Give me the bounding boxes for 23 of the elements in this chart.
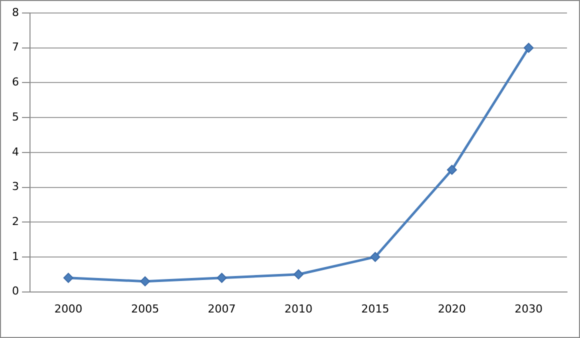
point	[446, 164, 457, 175]
point	[524, 42, 534, 53]
point	[216, 272, 227, 283]
y-tick-label: 0	[12, 284, 19, 298]
point	[140, 276, 150, 286]
point	[370, 252, 380, 262]
y-tick-label: 2	[12, 214, 19, 228]
point	[63, 272, 74, 283]
x-tick-label: 2007	[208, 302, 236, 316]
y-tick-label: 5	[12, 110, 19, 124]
x-tick-label: 2005	[131, 302, 160, 316]
x-tick-label: 2010	[284, 302, 312, 316]
y-tick-label: 8	[12, 6, 19, 19]
y-tick-label: 1	[12, 250, 19, 263]
y-tick-label: 6	[12, 76, 19, 89]
x-tick-label: 2030	[514, 302, 543, 316]
x-tick-label: 2015	[361, 302, 390, 316]
y-tick-label: 4	[12, 145, 19, 158]
point	[294, 269, 304, 280]
y-tick-label: 7	[12, 40, 19, 54]
y-tick-label: 3	[12, 180, 19, 194]
x-tick-label: 2020	[438, 302, 466, 316]
x-tick-label: 2000	[54, 302, 82, 316]
